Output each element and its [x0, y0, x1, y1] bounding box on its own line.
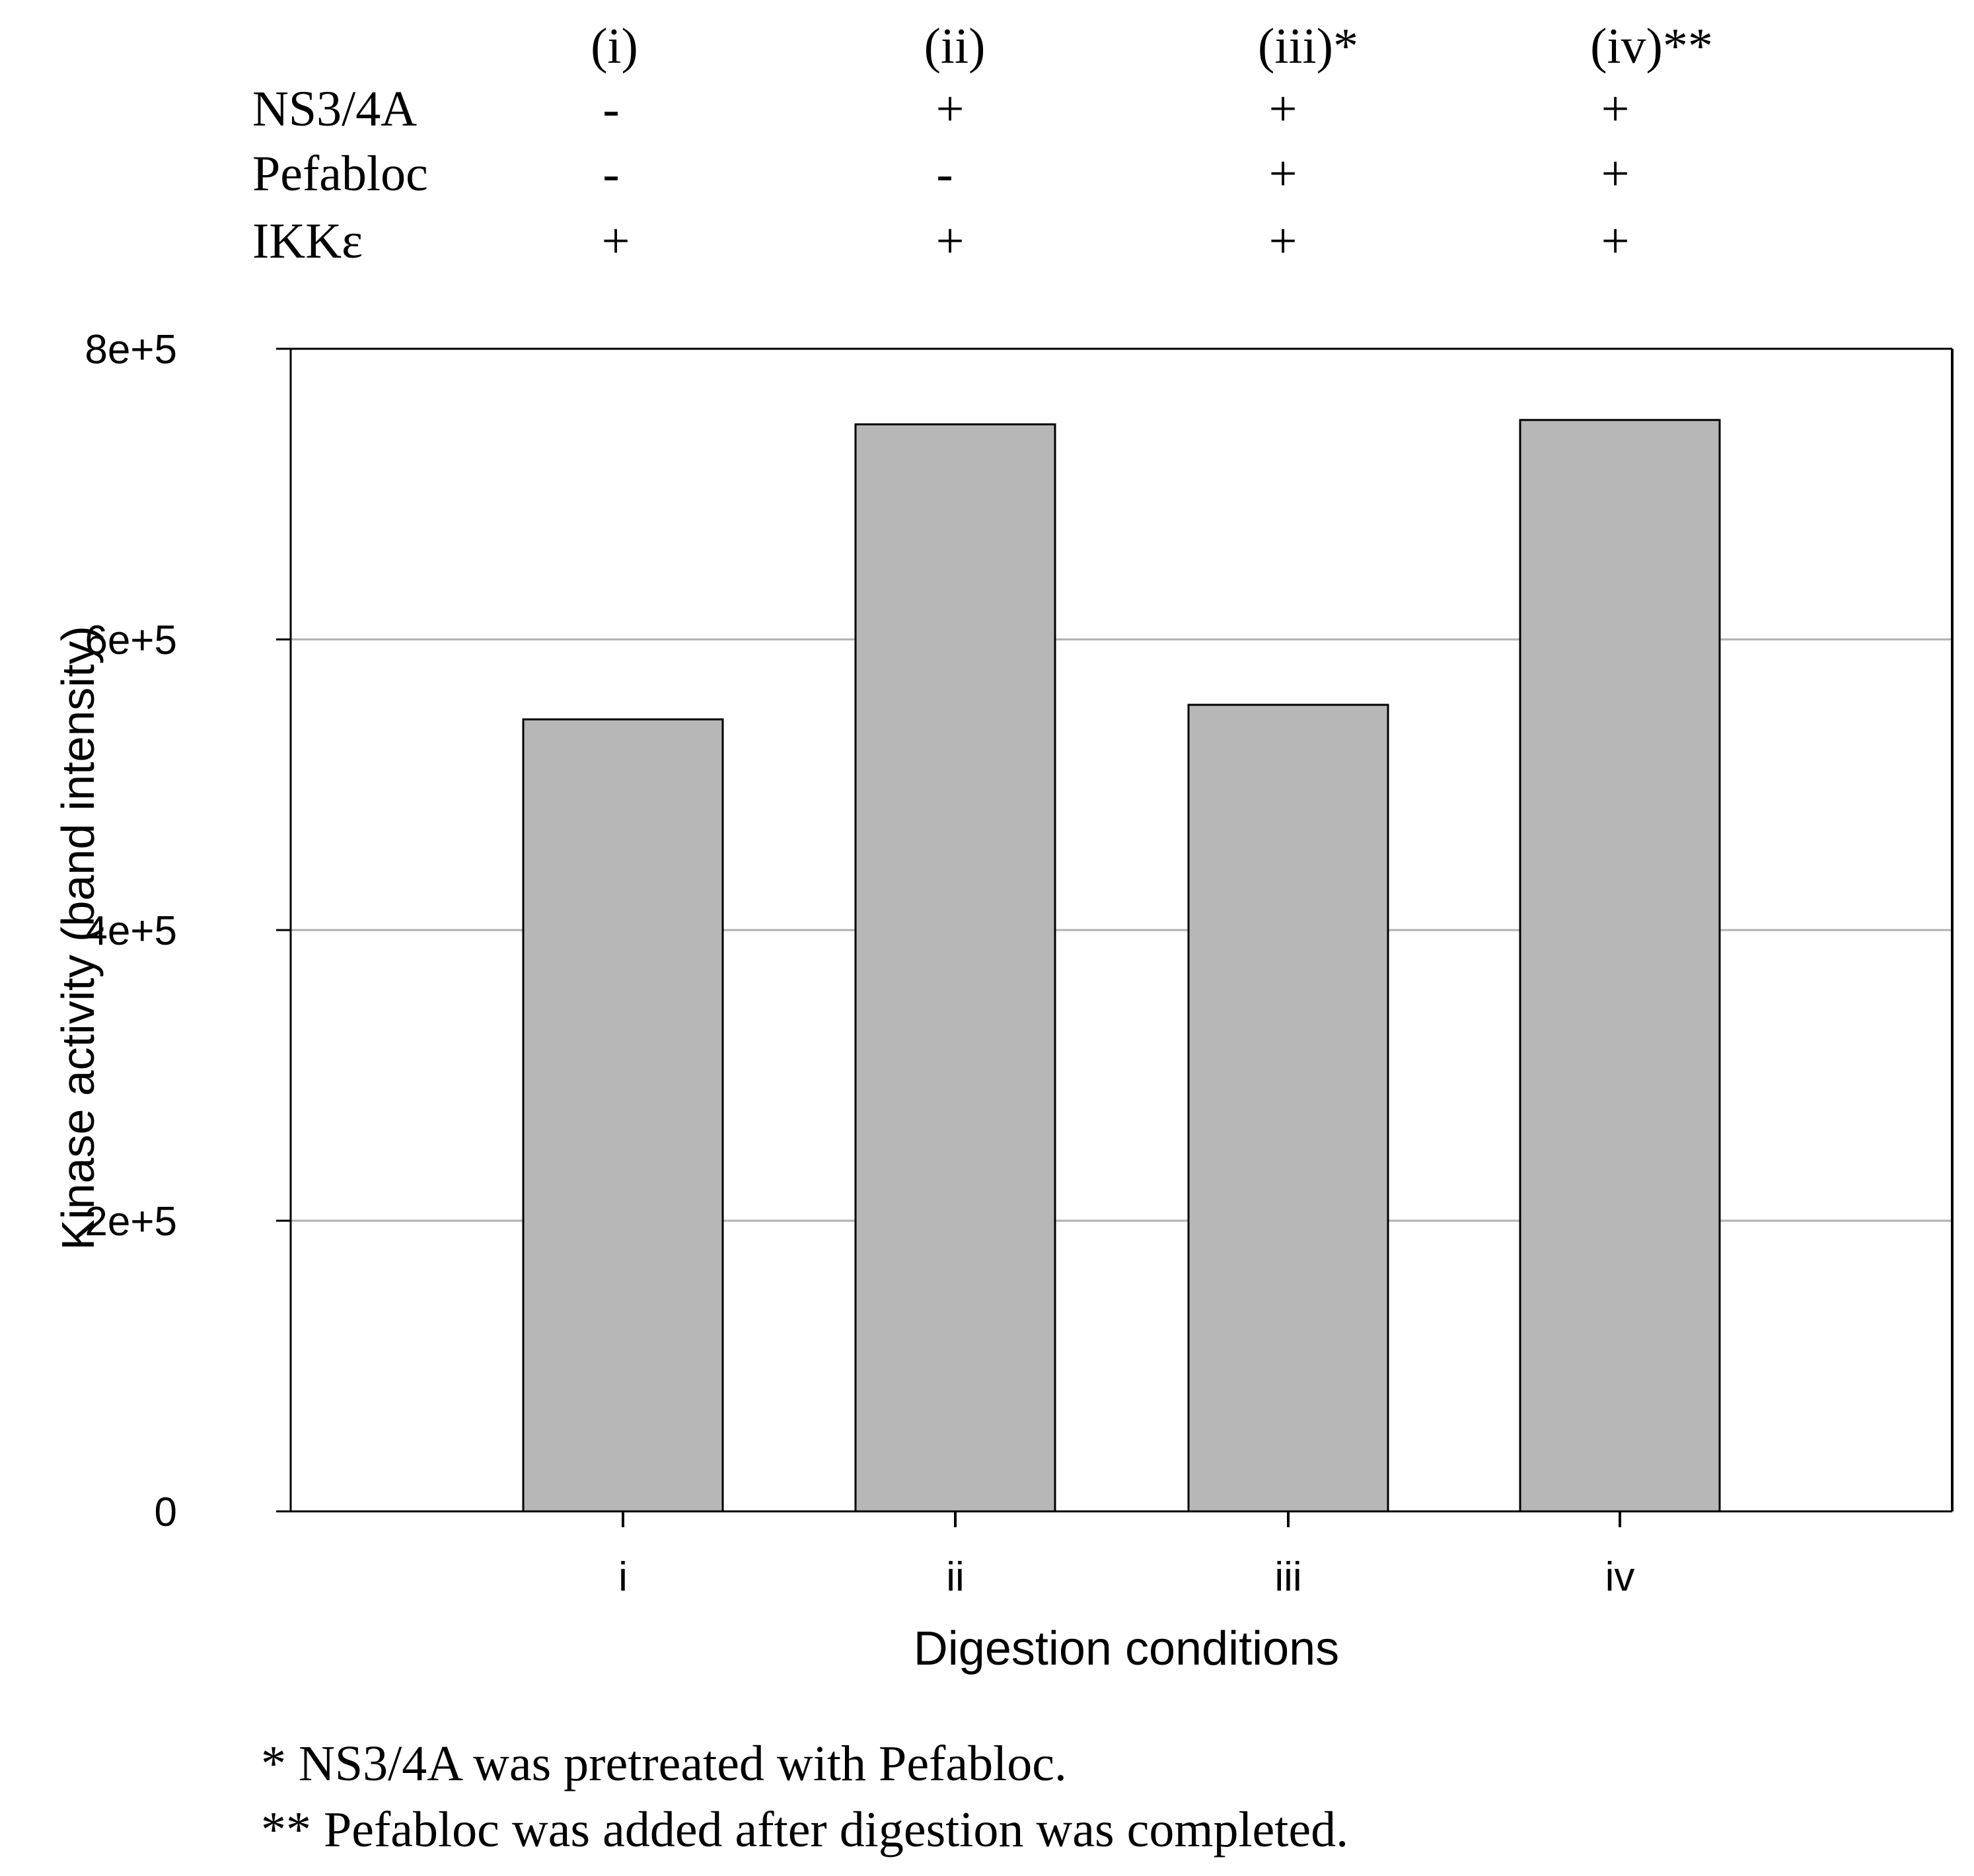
- cell-ikke-iv: +: [1601, 213, 1630, 269]
- cell-pefabloc-iii: +: [1269, 146, 1298, 201]
- bars: [522, 419, 1721, 1513]
- y-tick-label-0: 0: [155, 1490, 177, 1535]
- bar-ii: [854, 423, 1056, 1513]
- y-tick-label-4e+5: 4e+5: [85, 908, 177, 954]
- cell-ns34a-ii: +: [936, 81, 965, 137]
- cell-pefabloc-i: -: [603, 146, 619, 201]
- column-header-iii: (iii)*: [1258, 18, 1358, 74]
- column-header-ii: (ii): [924, 18, 986, 74]
- cell-ikke-ii: +: [936, 213, 965, 269]
- conditions-table: (i) (ii) (iii)* (iv)** NS3/4A - + + + Pe…: [252, 18, 1713, 269]
- row-label-ns34a: NS3/4A: [252, 81, 417, 137]
- footnote-1: * NS3/4A was pretreated with Pefabloc.: [261, 1736, 1067, 1791]
- x-tick-label-i: i: [618, 1554, 628, 1600]
- column-header-i: (i): [591, 18, 638, 74]
- cell-pefabloc-iv: +: [1601, 146, 1630, 201]
- x-tick-label-iv: iv: [1605, 1554, 1635, 1600]
- cell-ns34a-i: -: [603, 81, 619, 137]
- axes: [276, 347, 1954, 1513]
- y-tick-label-2e+5: 2e+5: [85, 1199, 177, 1245]
- cell-ikke-iii: +: [1269, 213, 1298, 269]
- row-label-ikke: IKKε: [252, 213, 363, 269]
- bar-iv: [1519, 419, 1721, 1513]
- bar-i: [522, 718, 724, 1513]
- y-ticks: 0 2e+5 4e+5 6e+5 8e+5: [85, 327, 291, 1535]
- x-ticks: i ii iii iv: [618, 1511, 1634, 1600]
- column-header-iv: (iv)**: [1590, 18, 1713, 74]
- footnote-2: ** Pefabloc was added after digestion wa…: [261, 1802, 1348, 1858]
- bar-iii: [1187, 704, 1389, 1513]
- cell-ikke-i: +: [602, 213, 630, 269]
- x-axis-label: Digestion conditions: [914, 1622, 1339, 1675]
- cell-ns34a-iv: +: [1601, 81, 1630, 137]
- cell-ns34a-iii: +: [1269, 81, 1298, 137]
- y-tick-label-8e+5: 8e+5: [85, 327, 177, 373]
- y-tick-label-6e+5: 6e+5: [85, 618, 177, 663]
- x-tick-label-ii: ii: [946, 1554, 965, 1600]
- x-tick-label-iii: iii: [1274, 1554, 1301, 1600]
- cell-pefabloc-ii: -: [936, 146, 953, 201]
- row-label-pefabloc: Pefabloc: [252, 146, 428, 201]
- y-axis-label: Kinase activity (band intensity): [52, 626, 104, 1250]
